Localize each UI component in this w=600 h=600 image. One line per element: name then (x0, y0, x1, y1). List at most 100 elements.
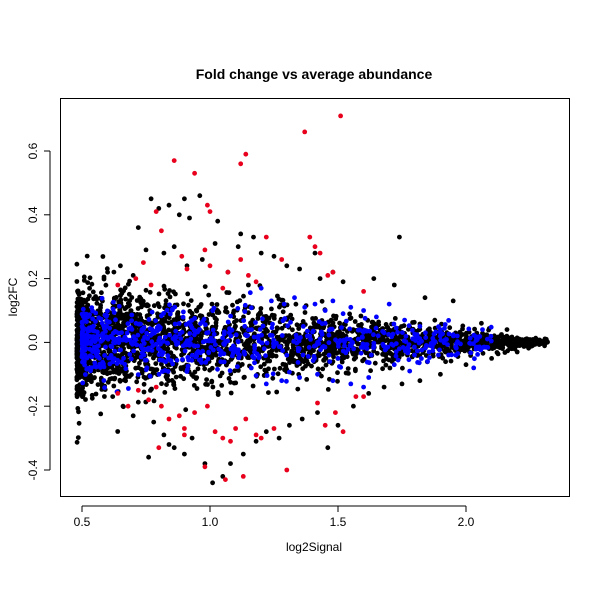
data-point (261, 361, 267, 367)
data-point (284, 378, 289, 384)
data-point (213, 320, 219, 326)
data-point (173, 291, 178, 297)
data-point (167, 332, 173, 338)
data-point (124, 330, 130, 336)
data-point (351, 356, 357, 362)
data-point (159, 403, 164, 409)
data-point (195, 343, 201, 349)
data-point (127, 352, 133, 357)
data-point (238, 257, 244, 262)
data-point (99, 333, 104, 338)
data-point (94, 300, 100, 306)
data-point (339, 359, 345, 365)
data-point (129, 312, 135, 318)
data-point (480, 327, 485, 332)
data-point (240, 451, 246, 457)
data-point (194, 308, 200, 314)
data-point (83, 382, 89, 387)
data-point (284, 352, 290, 358)
data-point (322, 422, 328, 428)
data-point (326, 332, 332, 338)
data-point (175, 340, 181, 345)
data-point (246, 282, 251, 288)
data-point (169, 378, 175, 383)
data-point (112, 376, 117, 382)
data-point (128, 356, 134, 362)
data-point (102, 312, 108, 318)
data-point (240, 474, 246, 479)
data-point (269, 306, 274, 312)
data-point (186, 302, 191, 308)
data-point (161, 432, 167, 438)
data-point (381, 330, 387, 336)
data-point (213, 352, 219, 358)
data-point (174, 357, 180, 363)
data-point (271, 337, 276, 343)
data-point (325, 445, 331, 451)
data-point (271, 313, 277, 318)
data-point (203, 338, 209, 344)
data-point (162, 368, 168, 373)
data-point (294, 322, 300, 328)
data-point (97, 365, 103, 370)
data-point (473, 344, 479, 350)
data-point (347, 311, 352, 317)
data-point (92, 295, 98, 301)
data-point (215, 366, 220, 372)
data-point (115, 429, 121, 434)
data-point (84, 319, 89, 324)
data-point (142, 357, 148, 363)
data-point (131, 348, 137, 354)
data-point (156, 304, 162, 310)
data-point (466, 326, 472, 332)
data-point (166, 320, 172, 326)
data-point (273, 329, 279, 335)
data-point (182, 451, 187, 457)
data-point (495, 334, 501, 340)
data-point (103, 323, 109, 329)
data-point (340, 311, 346, 317)
data-point (150, 370, 156, 376)
data-point (99, 381, 105, 387)
data-point (209, 378, 215, 384)
data-point (449, 352, 454, 358)
data-point (182, 348, 188, 354)
data-point (103, 282, 109, 288)
data-point (325, 387, 331, 392)
data-point (530, 339, 535, 344)
data-point (284, 342, 290, 348)
data-point (374, 314, 379, 320)
data-point (162, 334, 168, 340)
data-point (317, 336, 323, 342)
data-point (275, 293, 280, 299)
data-point (118, 359, 124, 365)
data-point (242, 309, 248, 314)
data-point (517, 343, 523, 348)
data-point (256, 346, 262, 351)
data-point (361, 289, 366, 294)
data-point (117, 378, 123, 384)
data-point (74, 385, 80, 391)
data-point (284, 467, 290, 473)
data-point (391, 282, 397, 288)
data-point (210, 308, 216, 314)
data-point (146, 454, 152, 460)
data-point (353, 366, 358, 372)
data-point (125, 386, 131, 391)
data-point (292, 295, 297, 301)
data-point (427, 326, 432, 332)
data-point (445, 342, 450, 347)
data-point (189, 318, 195, 323)
data-point (146, 321, 151, 326)
data-point (210, 384, 216, 390)
data-point (95, 382, 101, 387)
data-point (339, 325, 344, 330)
data-point (162, 390, 168, 395)
data-point (220, 474, 226, 479)
data-point (163, 374, 169, 380)
data-point (143, 287, 149, 293)
data-point (269, 325, 275, 331)
data-point (414, 348, 420, 354)
data-point (397, 346, 402, 352)
data-point (74, 332, 80, 338)
